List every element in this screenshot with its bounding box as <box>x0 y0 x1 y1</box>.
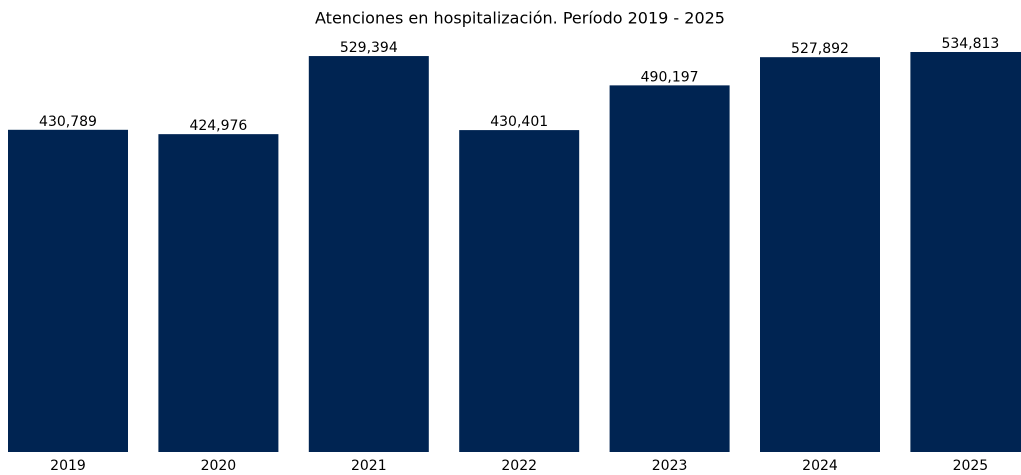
bar <box>158 134 279 452</box>
bar <box>760 57 880 452</box>
value-label: 534,813 <box>941 36 999 52</box>
x-tick-label: 2020 <box>201 458 237 474</box>
chart-title: Atenciones en hospitalización. Período 2… <box>315 9 725 28</box>
bar <box>8 129 128 452</box>
bar <box>910 52 1021 452</box>
x-tick-label: 2024 <box>802 458 838 474</box>
value-label: 424,976 <box>189 118 247 134</box>
x-tick-label: 2019 <box>50 458 86 474</box>
x-tick-label: 2023 <box>652 458 688 474</box>
bar <box>308 56 429 452</box>
value-label: 430,789 <box>39 114 97 130</box>
bar <box>459 130 580 452</box>
x-tick-label: 2021 <box>351 458 387 474</box>
value-label: 430,401 <box>490 114 548 130</box>
x-tick-label: 2022 <box>501 458 537 474</box>
value-label: 529,394 <box>340 40 398 56</box>
x-tick-label: 2025 <box>953 458 989 474</box>
bar <box>609 85 730 453</box>
value-label: 490,197 <box>641 69 699 85</box>
value-label: 527,892 <box>791 41 849 57</box>
